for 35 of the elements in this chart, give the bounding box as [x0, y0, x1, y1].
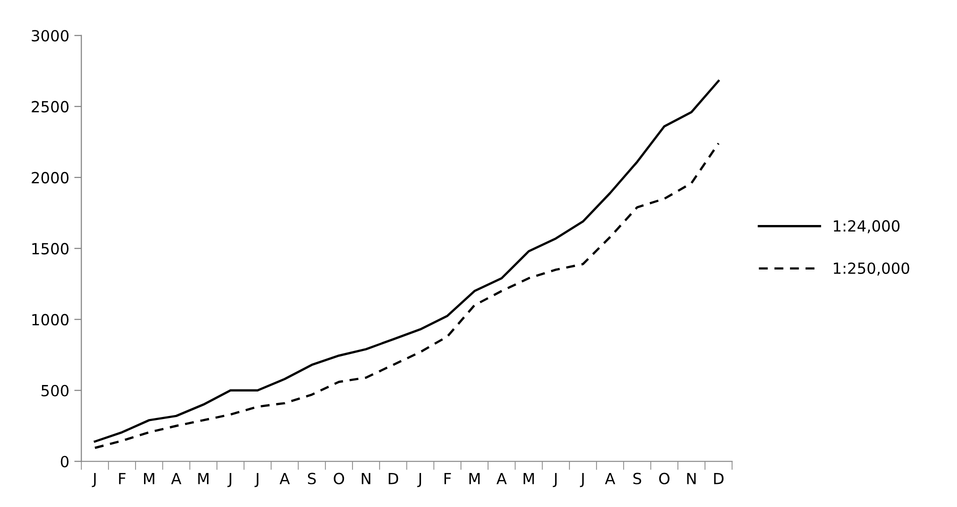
y-tick-label: 3000: [32, 30, 69, 42]
x-tick-label: J: [254, 472, 258, 488]
x-tick-label: J: [417, 472, 422, 488]
y-tick-label: 2000: [32, 172, 69, 184]
x-tick-label: A: [604, 472, 616, 484]
x-tick-label: F: [119, 472, 126, 484]
x-tick-label: A: [496, 472, 507, 484]
x-tick-label: M: [524, 472, 534, 484]
x-tick-label: N: [362, 472, 370, 484]
line-series: [94, 80, 720, 443]
x-tick-label: D: [714, 472, 724, 484]
legend-label: 1:250,000: [834, 262, 910, 276]
y-tick-label: 2500: [32, 100, 69, 112]
y-tick-label: 500: [42, 384, 69, 396]
x-tick-label: M: [144, 472, 154, 484]
x-tick-label: J: [580, 472, 584, 488]
x-tick-label: A: [171, 472, 182, 484]
x-tick-label: N: [687, 472, 696, 484]
x-tick-label: J: [92, 472, 96, 488]
x-tick-label: S: [633, 472, 642, 484]
legend-label: 1:24,000: [834, 220, 900, 234]
x-tick-label: M: [198, 472, 208, 484]
y-tick-label: 1500: [32, 242, 69, 254]
x-tick-label: M: [469, 472, 480, 484]
y-tick-label: 1000: [32, 314, 69, 326]
x-tick-label: J: [227, 472, 232, 488]
x-tick-label: O: [659, 472, 670, 484]
x-tick-label: F: [444, 472, 451, 484]
line-series: [94, 142, 720, 449]
y-tick-label: 0: [60, 456, 69, 468]
x-tick-label: A: [280, 472, 290, 484]
x-tick-label: O: [334, 472, 344, 484]
x-tick-label: S: [308, 472, 316, 484]
x-tick-label: D: [388, 472, 398, 484]
x-tick-label: J: [552, 472, 557, 488]
